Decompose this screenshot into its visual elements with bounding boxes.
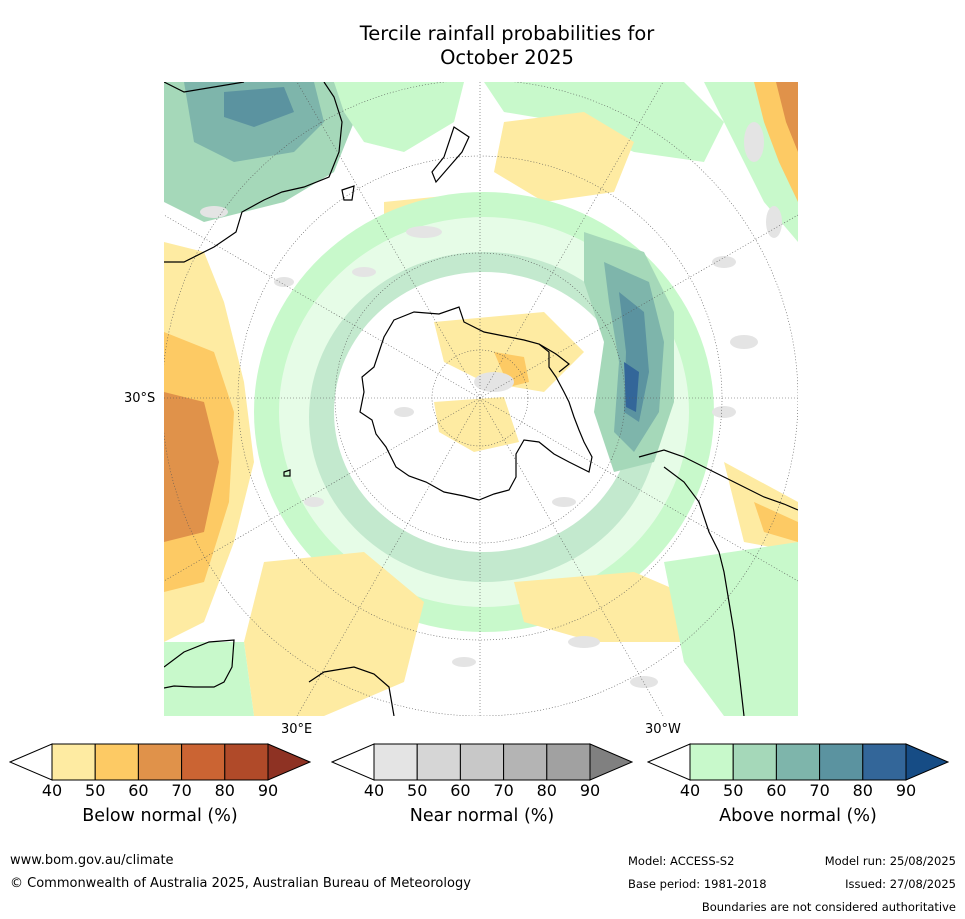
website-link[interactable]: www.bom.gov.au/climate — [10, 853, 174, 868]
colorbar-segment — [94, 743, 139, 781]
title-line-2: October 2025 — [440, 46, 574, 69]
colorbar-segment — [862, 743, 907, 781]
colorbar-extend-high — [905, 743, 949, 781]
colorbar-tick-label: 50 — [723, 781, 744, 800]
colorbar-above-normal — [647, 743, 949, 781]
longitude-label-30w: 30°W — [645, 722, 681, 737]
title-line-1: Tercile rainfall probabilities for — [359, 22, 655, 45]
colorbar-segment — [503, 743, 548, 781]
colorbar-segment — [416, 743, 461, 781]
issued-text: Issued: 27/08/2025 — [845, 877, 956, 891]
chart-title: Tercile rainfall probabilities for Octob… — [0, 22, 965, 70]
colorbar-label-above: Above normal (%) — [719, 806, 877, 826]
colorbar-tick-label: 60 — [450, 781, 471, 800]
colorbar-tick-label: 40 — [363, 781, 385, 800]
colorbar-tick-label: 60 — [766, 781, 787, 800]
colorbar-segment — [732, 743, 777, 781]
graticule — [164, 82, 798, 716]
colorbar-segment — [459, 743, 505, 781]
south-america-coastline — [638, 449, 798, 716]
colorbar-tick-label: 70 — [493, 781, 514, 800]
colorbar-label-below: Below normal (%) — [82, 806, 238, 826]
latitude-label-30s: 30°S — [124, 391, 156, 406]
model-text: Model: ACCESS-S2 — [628, 854, 735, 868]
copyright-text: © Commonwealth of Australia 2025, Austra… — [10, 876, 471, 891]
africa-coastline — [164, 639, 395, 716]
colorbar-below-normal — [9, 743, 311, 781]
colorbar-segment — [224, 743, 269, 781]
colorbar-segment — [137, 743, 183, 781]
colorbar-segment — [775, 743, 821, 781]
model-run-text: Model run: 25/08/2025 — [824, 854, 956, 868]
colorbar-label-near: Near normal (%) — [409, 806, 555, 826]
colorbar-segment — [373, 743, 418, 781]
colorbar-segment — [819, 743, 864, 781]
colorbar-tick-label: 90 — [579, 781, 601, 800]
colorbar-tick-label: 50 — [407, 781, 428, 800]
colorbar-segment — [51, 743, 96, 781]
colorbar-tick-label: 40 — [679, 781, 701, 800]
colorbar-tick-label: 80 — [536, 781, 557, 800]
colorbar-tick-label: 90 — [895, 781, 917, 800]
colorbar-extend-high — [267, 743, 311, 781]
base-period-text: Base period: 1981-2018 — [628, 877, 767, 891]
new-zealand-coastline — [431, 126, 470, 184]
rainfall-probability-map — [164, 82, 798, 716]
colorbar-tick-label: 80 — [852, 781, 873, 800]
colorbar-tick-label: 80 — [214, 781, 235, 800]
probability-field — [164, 82, 798, 716]
colorbar-segment — [546, 743, 591, 781]
antarctica-coastline — [359, 306, 593, 501]
colorbar-near-normal — [331, 743, 633, 781]
colorbar-tick-label: 60 — [128, 781, 149, 800]
colorbar-extend-low — [331, 743, 375, 781]
colorbar-tick-label: 90 — [257, 781, 279, 800]
colorbar-extend-low — [9, 743, 53, 781]
colorbar-extend-high — [589, 743, 633, 781]
australia-coastline — [164, 82, 343, 263]
colorbar-tick-label: 50 — [85, 781, 106, 800]
longitude-label-30e: 30°E — [281, 722, 313, 737]
colorbar-tick-label: 70 — [171, 781, 192, 800]
colorbar-tick-label: 70 — [809, 781, 830, 800]
disclaimer-text: Boundaries are not considered authoritat… — [701, 900, 956, 914]
coastlines — [164, 82, 798, 716]
colorbar-segment — [181, 743, 226, 781]
colorbar-tick-label: 40 — [41, 781, 63, 800]
colorbar-segment — [689, 743, 734, 781]
colorbar-extend-low — [647, 743, 691, 781]
